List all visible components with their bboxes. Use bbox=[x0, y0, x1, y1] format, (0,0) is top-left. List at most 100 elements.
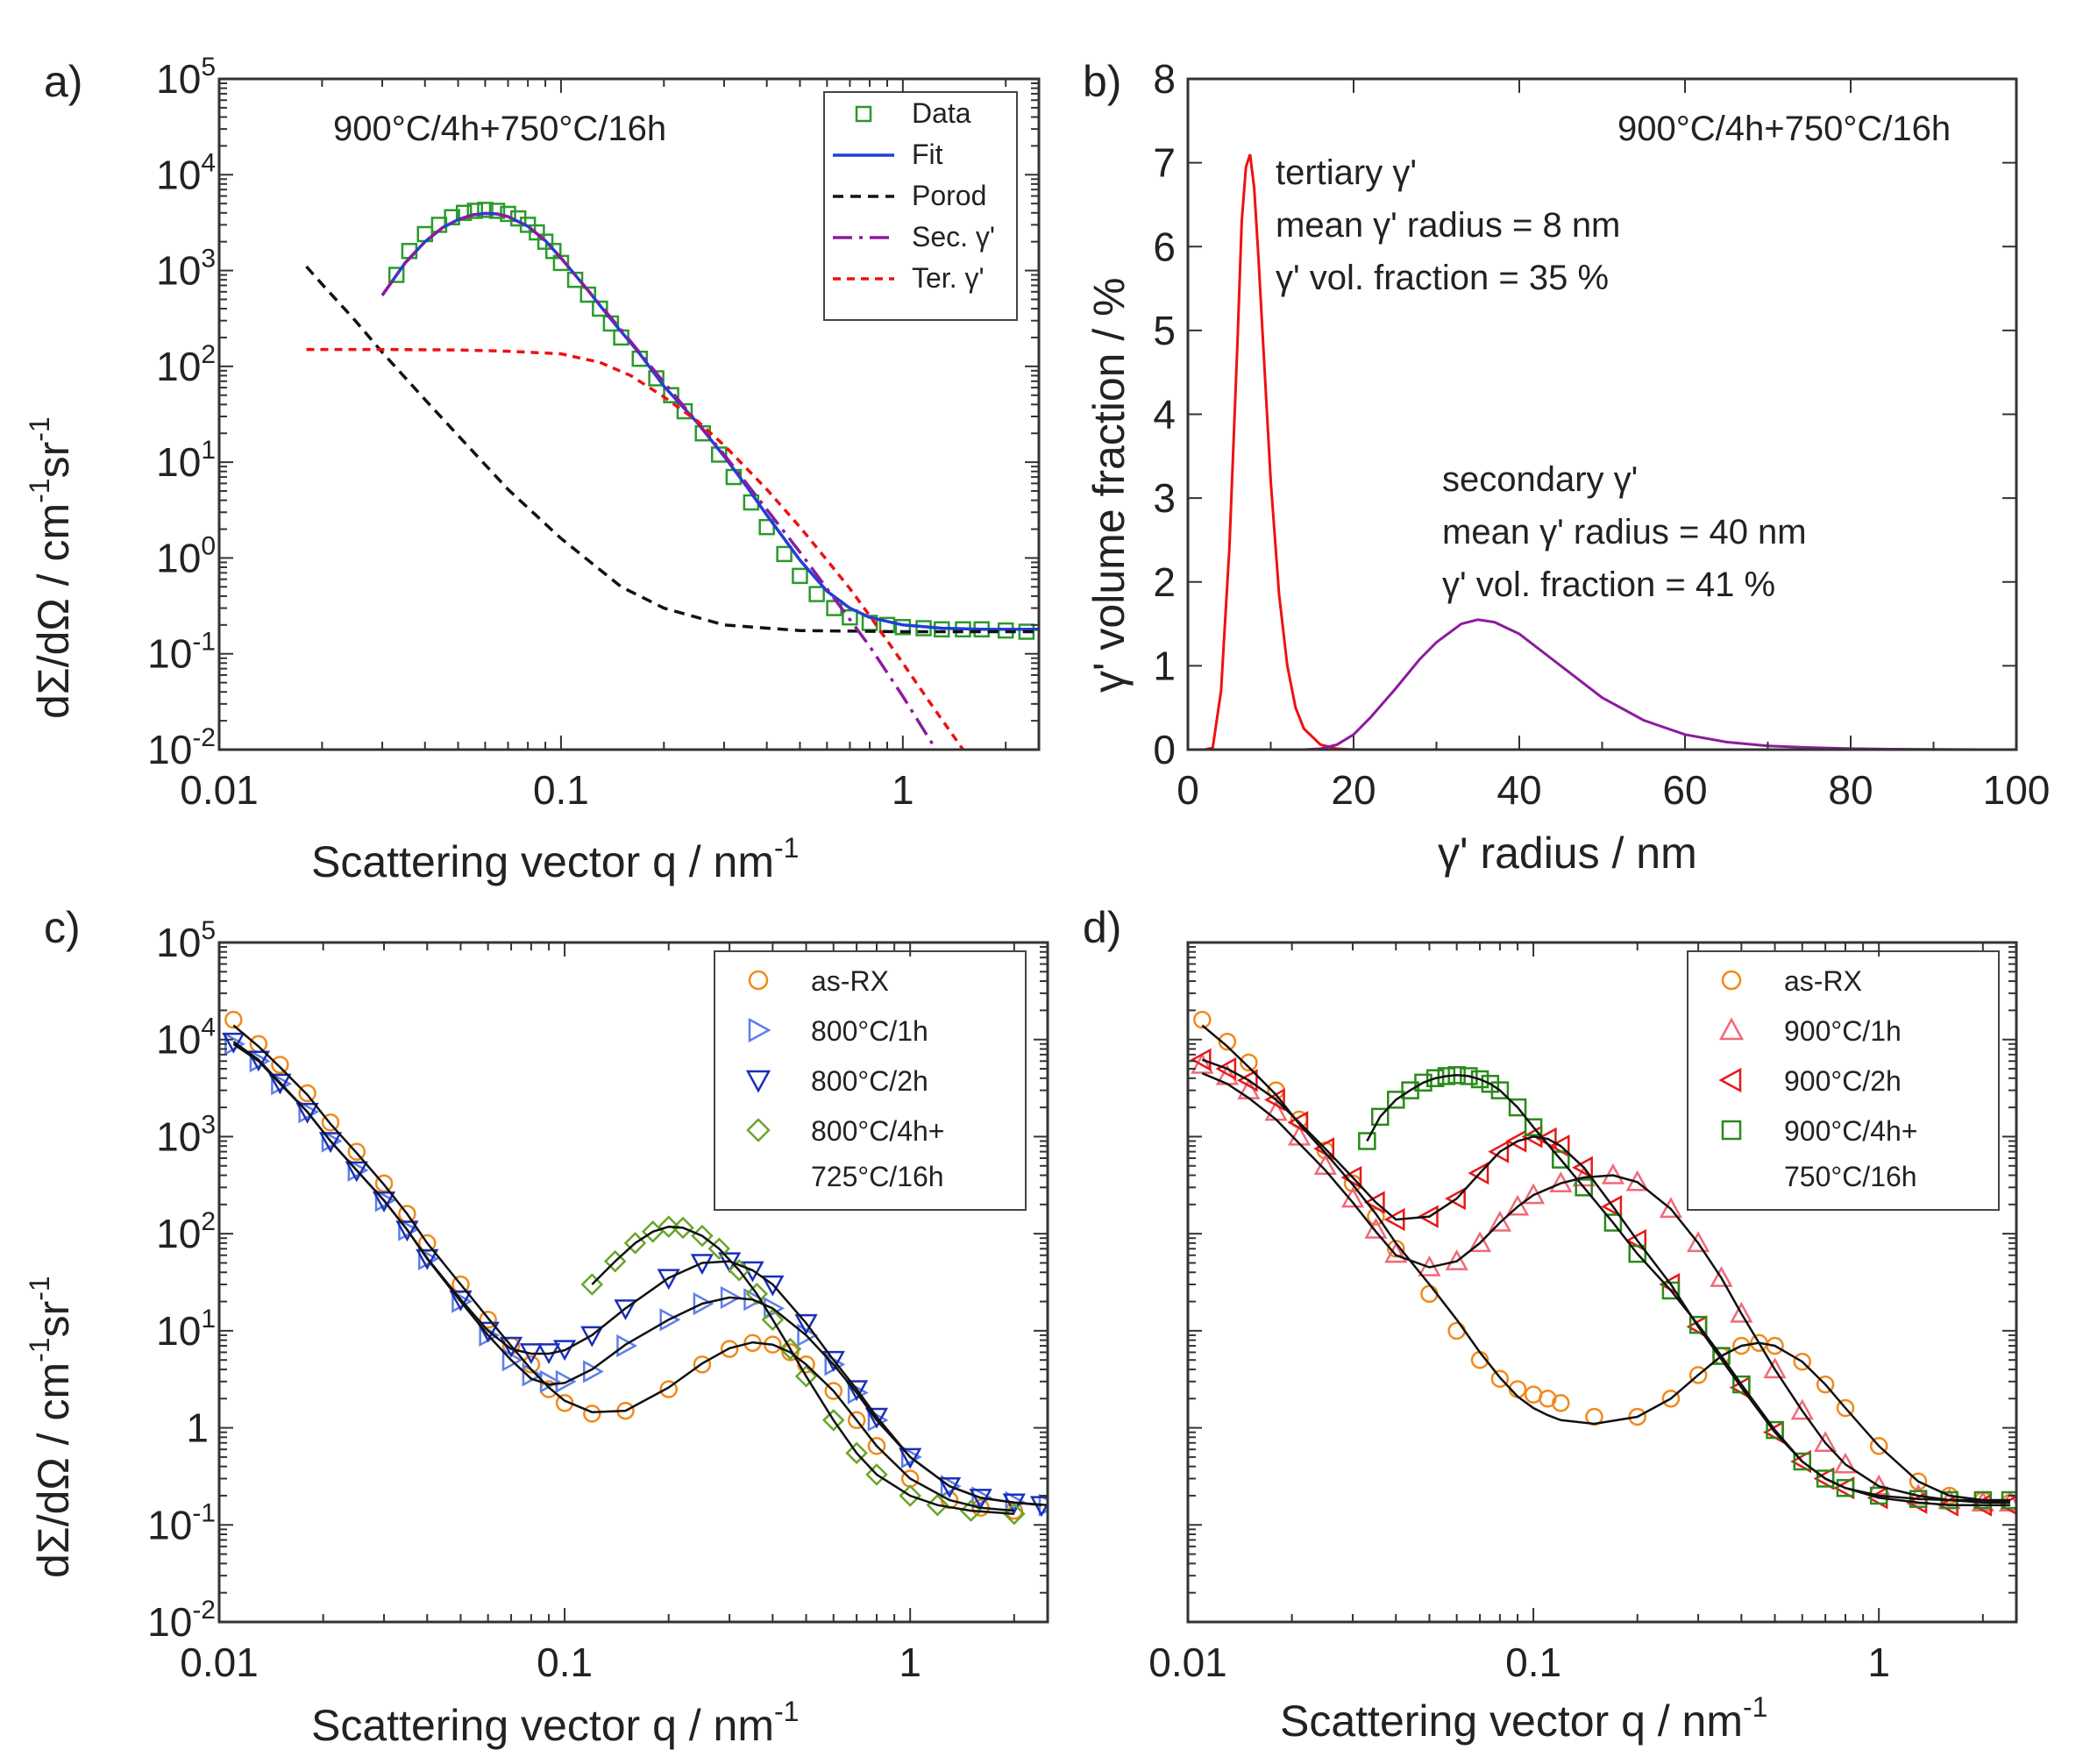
data-point-square bbox=[1470, 1070, 1489, 1089]
y-tick-exp: 2 bbox=[201, 1207, 216, 1236]
y-tick-base: 10 bbox=[156, 56, 201, 102]
data-point-triangle-up bbox=[1445, 1248, 1468, 1270]
data-point-triangle-up bbox=[1384, 1241, 1408, 1263]
data-point-square bbox=[1712, 1347, 1731, 1365]
data-point-diamond bbox=[761, 1308, 785, 1332]
data-point-square bbox=[842, 608, 858, 626]
y-tick-base: 10 bbox=[147, 1599, 192, 1645]
y-tick-label: 0 bbox=[1153, 727, 1176, 772]
data-point-triangle-left bbox=[1505, 1129, 1527, 1153]
data-point-circle bbox=[1628, 1407, 1646, 1426]
panel-c-ylabel: dΣ/dΩ / cm-1sr-1 bbox=[24, 1276, 78, 1578]
data-point-circle bbox=[583, 1405, 601, 1423]
y-tick-exp: -2 bbox=[192, 723, 216, 752]
data-point-triangle-down bbox=[864, 1407, 889, 1429]
data-point-triangle-up bbox=[1867, 1474, 1891, 1496]
data-point-triangle-right bbox=[971, 1486, 993, 1510]
panel-a-legend: Data Fit Porod Sec. γ' Ter. γ' bbox=[823, 91, 1018, 321]
data-point-triangle-up bbox=[1763, 1357, 1787, 1379]
data-point-circle bbox=[347, 1142, 366, 1161]
data-point-triangle-down bbox=[395, 1220, 419, 1242]
y-tick-base: 10 bbox=[147, 631, 192, 677]
data-point-diamond bbox=[657, 1215, 680, 1238]
y-tick-label: 10-2 bbox=[147, 723, 216, 772]
data-point-square bbox=[792, 567, 808, 585]
data-point-triangle-right bbox=[900, 1445, 922, 1469]
data-point-circle bbox=[1869, 1437, 1888, 1455]
x-tick-label: 80 bbox=[1828, 767, 1873, 813]
data-point-circle bbox=[1836, 1398, 1855, 1418]
data-point-triangle-up bbox=[1814, 1431, 1838, 1452]
y-tick-base: 10 bbox=[156, 1113, 201, 1159]
legend-label: 900°C/2h bbox=[1784, 1065, 1902, 1097]
data-point-triangle-up bbox=[1601, 1163, 1625, 1184]
legend-label: 800°C/1h bbox=[811, 1015, 928, 1047]
data-point-triangle-up bbox=[1659, 1197, 1683, 1219]
data-point-triangle-down bbox=[845, 1380, 869, 1402]
data-point-diamond bbox=[821, 1409, 845, 1432]
data-point-triangle-down bbox=[246, 1050, 271, 1072]
panel-a-letter: a) bbox=[44, 57, 82, 106]
data-point-triangle-right bbox=[693, 1291, 714, 1316]
data-point-circle bbox=[867, 1437, 886, 1455]
legend-label: Sec. γ' bbox=[912, 221, 995, 253]
data-point-triangle-left bbox=[1445, 1186, 1466, 1211]
legend-marker-data bbox=[855, 105, 872, 123]
legend-label: as-RX bbox=[811, 965, 889, 997]
data-point-triangle-left bbox=[1236, 1069, 1258, 1092]
data-point-circle bbox=[1552, 1394, 1570, 1412]
data-point-triangle-left bbox=[1417, 1205, 1439, 1228]
data-point-triangle-down bbox=[222, 1032, 245, 1054]
y-tick-label: 6 bbox=[1153, 224, 1176, 269]
data-point-triangle-right bbox=[940, 1475, 962, 1498]
data-point-square bbox=[1603, 1213, 1623, 1232]
legend-label: 800°C/4h+ bbox=[811, 1115, 944, 1147]
note-line: mean γ' radius = 8 nm bbox=[1276, 206, 1620, 245]
data-point-triangle-left bbox=[1287, 1111, 1309, 1135]
panel-b-axes: 0 20 40 60 80 100 0 1 2 3 4 5 6 7 8 bbox=[1153, 56, 2050, 813]
y-tick-label: 104 bbox=[156, 148, 216, 197]
data-point-square bbox=[529, 224, 545, 241]
data-point-diamond bbox=[672, 1216, 694, 1240]
panel-d-frame bbox=[1186, 941, 2018, 1624]
data-point-triangle-down bbox=[416, 1248, 439, 1270]
panel-d-xlabel: Scattering vector q / nm-1 bbox=[1280, 1691, 1767, 1746]
data-point-square bbox=[579, 286, 597, 303]
legend-label: Data bbox=[912, 97, 971, 129]
data-point-triangle-up bbox=[1364, 1217, 1388, 1239]
y-tick-exp: -2 bbox=[192, 1596, 216, 1625]
legend-marker-triangle-left bbox=[1718, 1067, 1742, 1093]
y-tick-base: 10 bbox=[147, 1502, 192, 1547]
panel-b-ylabel: γ' volume fraction / % bbox=[1084, 277, 1134, 693]
data-point-square bbox=[1481, 1074, 1500, 1093]
panel-d-plot-area bbox=[1190, 1010, 2016, 1517]
data-point-square bbox=[1661, 1281, 1681, 1300]
data-point-square bbox=[1358, 1132, 1376, 1150]
legend-label: Porod bbox=[912, 180, 986, 211]
data-point-circle bbox=[1387, 1240, 1405, 1258]
data-point-triangle-down bbox=[794, 1313, 818, 1335]
data-point-triangle-down bbox=[690, 1254, 714, 1276]
y-tick-exp: 2 bbox=[201, 340, 216, 369]
x-tick-label: 0.01 bbox=[180, 767, 259, 813]
note-line: γ' vol. fraction = 41 % bbox=[1442, 565, 1775, 604]
y-tick-label: 1 bbox=[186, 1405, 209, 1451]
y-tick-label: 102 bbox=[156, 1207, 216, 1256]
y-tick-label: 10-1 bbox=[147, 1498, 216, 1547]
panel-a-frame bbox=[217, 77, 1041, 751]
y-tick-label: 105 bbox=[156, 916, 216, 965]
legend-marker-triangle-up bbox=[1718, 1017, 1745, 1041]
data-point-diamond bbox=[707, 1237, 731, 1261]
fit-line bbox=[1366, 1074, 2010, 1502]
y-tick-label: 100 bbox=[156, 531, 216, 580]
data-point-triangle-left bbox=[1468, 1162, 1489, 1185]
x-tick-label: 1 bbox=[1867, 1640, 1890, 1685]
data-point-square bbox=[676, 402, 693, 420]
data-point-triangle-up bbox=[1790, 1398, 1814, 1420]
y-tick-label: 3 bbox=[1153, 475, 1176, 521]
data-point-triangle-up bbox=[1730, 1301, 1753, 1323]
data-point-circle bbox=[1661, 1389, 1681, 1408]
data-point-circle bbox=[1193, 1010, 1212, 1029]
data-point-triangle-down bbox=[614, 1299, 637, 1320]
